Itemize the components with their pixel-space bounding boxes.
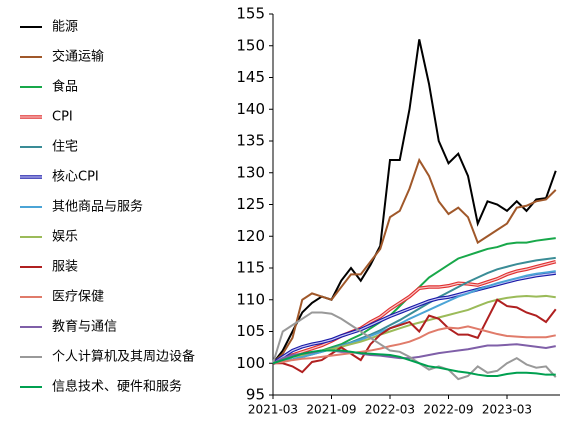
series-line [272,271,556,365]
y-tick-label: 145 [236,68,265,86]
y-tick-label: 105 [236,322,265,340]
legend-label: 个人计算机及其周边设备 [52,349,195,365]
series-line [272,311,557,381]
y-tick-label: 140 [236,100,265,118]
x-tick-label: 2023-03 [482,403,532,417]
series-line [273,298,557,374]
legend-label: 住宅 [52,140,78,155]
series-line [272,157,557,364]
legend-label: 信息技术、硬件和服务 [52,379,182,395]
legend-label: CPI [52,110,73,125]
legend-label: 交通运输 [52,49,104,65]
legend-label: 服装 [52,260,78,275]
series-line [272,39,557,364]
series-line [272,325,556,365]
x-tick-label: 2022-03 [365,403,415,417]
legend-label: 教育与通信 [52,319,117,335]
x-tick-label: 2021-09 [306,403,356,417]
x-tick-label: 2022-09 [423,403,473,417]
series-line [272,349,556,377]
series-line-inner [272,261,556,364]
legend-label: 食品 [52,79,78,95]
series-line [272,270,556,365]
y-tick-label: 115 [236,259,265,277]
y-tick-label: 125 [236,195,265,213]
y-tick-label: 110 [236,290,265,308]
legend-label: 娱乐 [52,230,78,245]
y-tick-label: 150 [236,36,265,54]
y-tick-label: 155 [236,5,265,23]
legend-label: 核心CPI [52,170,99,185]
y-tick-label: 130 [236,163,265,181]
y-tick-label: 120 [236,227,265,245]
legend-label: 能源 [52,20,78,35]
legend-label: 其他商品与服务 [52,199,143,215]
y-tick-label: 95 [246,386,265,404]
y-tick-label: 100 [236,354,265,372]
x-tick-label: 2021-03 [248,403,298,417]
legend-label: 医疗保健 [52,290,104,305]
y-tick-label: 135 [236,132,265,150]
series-line-inner [272,272,556,364]
